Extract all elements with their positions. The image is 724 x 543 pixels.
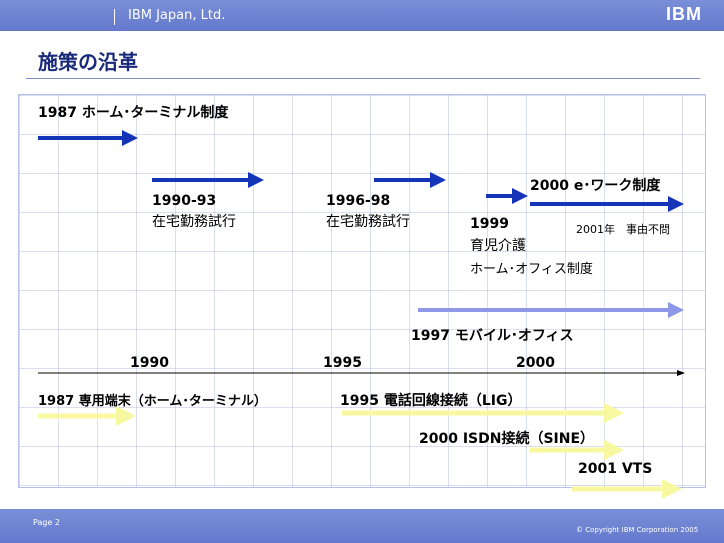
label-ework: 2000 e･ワーク制度 — [530, 178, 661, 194]
label-trial-1996-year: 1996-98 — [326, 193, 391, 209]
label-trial-1996: 在宅勤務試行 — [326, 214, 410, 230]
label-terminal: 1987 専用端末（ホーム･ターミナル） — [38, 394, 267, 409]
label-vts: 2001 VTS — [578, 461, 653, 477]
label-ework-note: 2001年 事由不問 — [576, 223, 670, 236]
label-trial-1990-year: 1990-93 — [152, 193, 217, 209]
slide-title: 施策の沿革 — [38, 50, 138, 74]
company-name: IBM Japan, Ltd. — [128, 8, 226, 23]
copyright: © Copyright IBM Corporation 2005 — [576, 526, 699, 534]
label-lig: 1995 電話回線接続（LIG） — [340, 393, 522, 409]
label-home-terminal: 1987 ホーム･ターミナル制度 — [38, 105, 229, 121]
label-trial-1990: 在宅勤務試行 — [152, 214, 236, 230]
label-care-year: 1999 — [470, 216, 509, 232]
axis-label-2000: 2000 — [516, 355, 555, 371]
label-care-line1: 育児介護 — [470, 238, 526, 254]
label-sine: 2000 ISDN接続（SINE） — [419, 431, 595, 447]
page-number: Page 2 — [33, 518, 60, 527]
footer-bar: Page 2 © Copyright IBM Corporation 2005 — [0, 509, 724, 543]
title-divider — [26, 78, 700, 79]
header-separator — [114, 9, 115, 25]
label-mobile-office: 1997 モバイル･オフィス — [411, 328, 574, 344]
label-care-line2: ホーム･オフィス制度 — [470, 262, 593, 277]
ibm-logo: IBM — [666, 4, 702, 24]
header-bar: IBM Japan, Ltd. IBM — [0, 0, 724, 31]
axis-label-1990: 1990 — [130, 355, 169, 371]
axis-label-1995: 1995 — [323, 355, 362, 371]
